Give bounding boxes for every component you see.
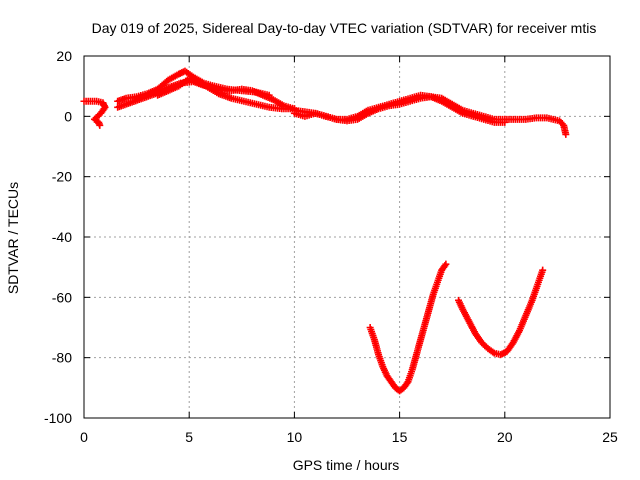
x-axis-label: GPS time / hours [293, 457, 400, 473]
data-point [539, 266, 547, 274]
y-tick-label: -100 [44, 410, 72, 426]
y-tick-label: 20 [56, 48, 72, 64]
plot-frame [83, 55, 611, 419]
x-tick-label: 5 [185, 429, 193, 445]
data-series-segment-d [154, 75, 298, 113]
points-layer [80, 67, 570, 395]
data-series-segment-g [501, 114, 570, 138]
y-tick-label: -80 [52, 350, 72, 366]
y-tick-label: -60 [52, 289, 72, 305]
data-point [441, 262, 449, 270]
chart-title: Day 019 of 2025, Sidereal Day-to-day VTE… [92, 20, 597, 36]
data-point [562, 130, 570, 138]
y-axis-label: SDTVAR / TECUs [5, 182, 21, 294]
x-tick-label: 20 [497, 429, 513, 445]
data-point [403, 379, 411, 387]
x-tick-label: 0 [80, 429, 88, 445]
data-series-segment-h [366, 260, 450, 395]
y-tick-label: -40 [52, 229, 72, 245]
x-tick-label: 10 [287, 429, 303, 445]
y-tick-label: 0 [64, 108, 72, 124]
data-point [442, 260, 450, 268]
x-tick-label: 25 [602, 429, 618, 445]
y-tick-label: -20 [52, 169, 72, 185]
data-series-segment-a [80, 97, 109, 129]
tick-layer: 0 5 10 15 20 25 20 0 -20 -40 -60 -80 -100 [44, 48, 618, 445]
x-tick-label: 15 [392, 429, 408, 445]
grid-layer [84, 56, 610, 418]
data-series-segment-i [455, 266, 547, 359]
data-point [96, 121, 104, 129]
